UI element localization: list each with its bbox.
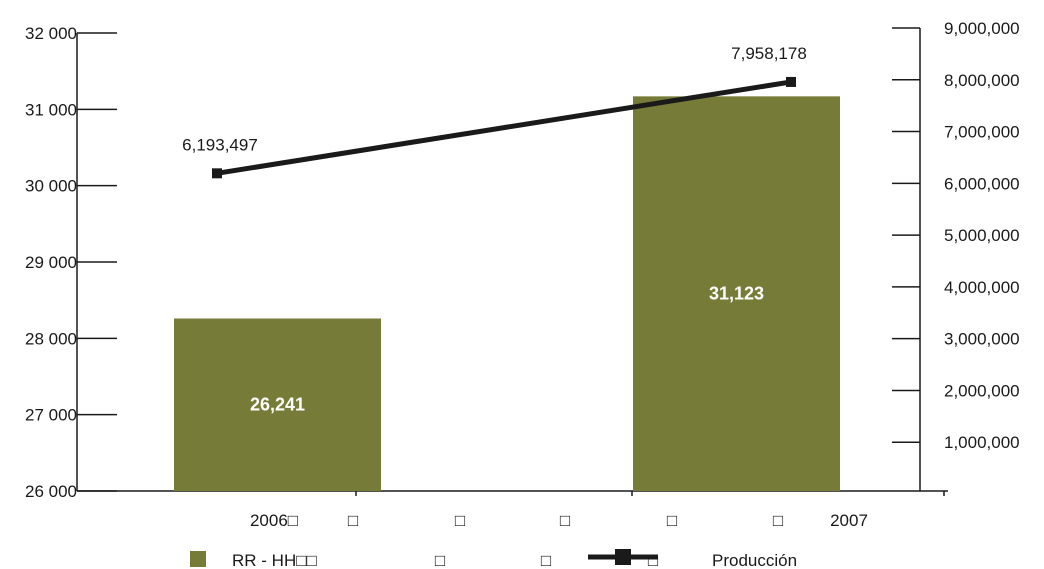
line-series: 6,193,497 7,958,178 [182,44,807,179]
right-tick-label: 7,000,000 [944,123,1020,142]
x-placeholder-glyph: □ [667,511,677,530]
line-data-label: 6,193,497 [182,135,258,154]
legend-placeholder-glyph: □ [648,551,658,569]
left-tick-label: 30 000 [25,177,77,196]
x-placeholder-glyph: □ [773,511,783,530]
x-placeholder-glyph: □ [560,511,570,530]
x-placeholder-glyph: □ [455,511,465,530]
bar [633,96,840,492]
left-tick-label: 29 000 [25,253,77,272]
left-tick-label: 26 000 [25,482,77,501]
bar-series: 26,241 31,123 [174,96,840,492]
line-marker [786,76,796,87]
legend-placeholder-glyph: □ [435,551,445,569]
legend-bar-swatch [190,551,206,567]
left-axis: 26 000 27 000 28 000 29 000 30 000 31 000 32 0… [25,24,117,501]
right-tick-label: 6,000,000 [944,174,1020,193]
legend-line-marker [615,549,631,565]
bar [174,318,381,491]
right-tick-label: 3,000,000 [944,330,1020,349]
line-data-label: 7,958,178 [731,44,807,63]
right-tick-label: 2,000,000 [944,381,1020,400]
right-axis: 1,000,000 2,000,000 3,000,000 4,000,000 5,00… [892,19,1020,491]
x-placeholder-glyph: □ [348,511,358,530]
right-tick-label: 9,000,000 [944,19,1020,38]
legend: RR - HH□□ □ □ □ Producción [190,549,797,569]
x-tick-label: 2006□ [250,511,298,530]
left-tick-label: 27 000 [25,406,77,425]
x-axis: 2006□ 2007 □ □ □ □ □ [77,490,948,530]
left-tick-label: 31 000 [25,100,77,119]
right-tick-label: 4,000,000 [944,278,1020,297]
bar-data-label: 26,241 [250,395,305,415]
legend-line-label: Producción [712,551,797,569]
left-tick-label: 32 000 [25,24,77,43]
right-tick-label: 5,000,000 [944,226,1020,245]
left-tick-label: 28 000 [25,329,77,348]
legend-bar-label: RR - HH□□ [232,551,317,569]
line-marker [212,168,222,179]
x-tick-label: 2007 [830,511,868,530]
legend-placeholder-glyph: □ [541,551,551,569]
right-tick-label: 1,000,000 [944,433,1020,452]
line-path [216,79,792,176]
bar-data-label: 31,123 [709,284,764,304]
right-tick-label: 8,000,000 [944,71,1020,90]
